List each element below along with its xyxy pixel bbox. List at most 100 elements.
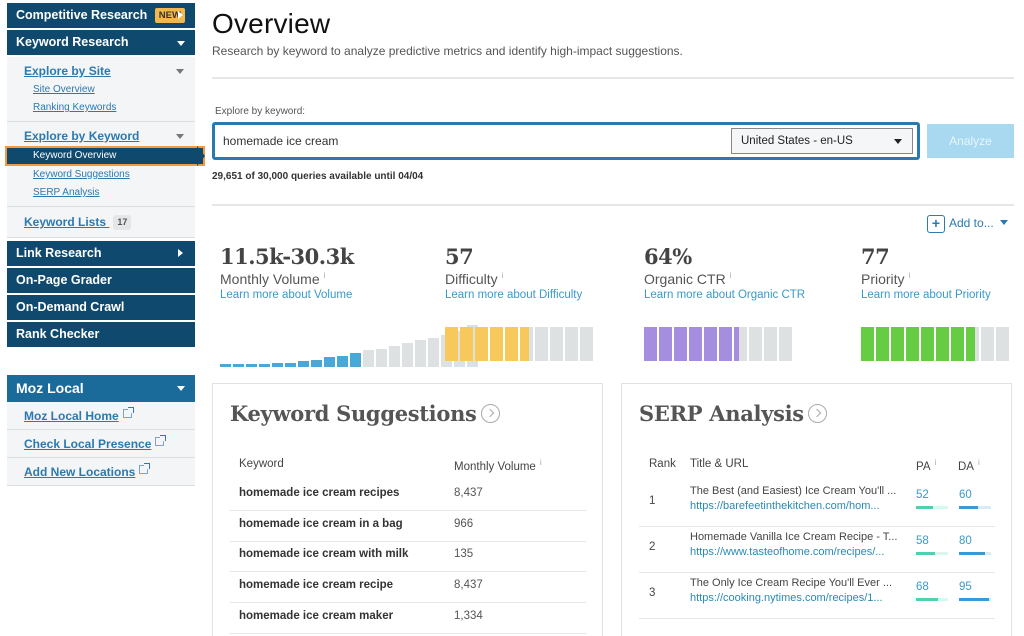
external-link-icon <box>155 435 167 446</box>
score-segment-fill <box>921 327 934 361</box>
keyword-cell[interactable]: homemade ice cream recipe <box>239 579 394 592</box>
add-new-locations-link[interactable]: Add New Locations <box>24 465 136 479</box>
explore-by-site-link[interactable]: Explore by Site <box>7 61 195 81</box>
volume-history-bar <box>402 343 413 367</box>
keyword-suggestions-title[interactable]: Keyword Suggestions <box>230 401 500 426</box>
volume-history-bar <box>220 364 231 367</box>
priority-score-bar <box>861 327 1009 361</box>
nav-on-page-grader[interactable]: On-Page Grader <box>7 268 195 293</box>
table-row[interactable]: homemade ice cream maker 1,334 <box>230 603 586 634</box>
info-icon[interactable]: i <box>977 458 980 467</box>
learn-more-priority-link[interactable]: Learn more about Priority <box>861 289 991 301</box>
volume-history-bar <box>246 364 257 367</box>
check-local-presence-link[interactable]: Check Local Presence <box>24 437 152 451</box>
learn-more-difficulty-link[interactable]: Learn more about Difficulty <box>445 289 583 301</box>
nav-keyword-research-label: Keyword Research <box>16 35 129 49</box>
nav-link-research[interactable]: Link Research <box>7 241 195 266</box>
nav-on-demand-crawl[interactable]: On-Demand Crawl <box>7 295 195 320</box>
moz-local-header[interactable]: Moz Local <box>7 375 195 402</box>
score-segment <box>861 327 874 361</box>
da-bar <box>959 598 991 601</box>
volume-cell: 966 <box>454 517 474 530</box>
volume-history-bar <box>428 338 439 367</box>
serp-analysis-link[interactable]: SERP Analysis <box>33 187 100 198</box>
ranking-keywords-link[interactable]: Ranking Keywords <box>33 102 117 113</box>
score-segment-fill <box>674 327 687 361</box>
keyword-input[interactable] <box>223 132 723 150</box>
table-row[interactable]: homemade ice cream in a bag 966 <box>230 511 586 542</box>
volume-cell: 8,437 <box>454 579 483 592</box>
rank-cell: 1 <box>649 495 656 507</box>
analyze-button[interactable]: Analyze <box>927 124 1014 158</box>
nav-link-research-label: Link Research <box>16 246 102 260</box>
keyword-cell[interactable]: homemade ice cream in a bag <box>239 517 403 530</box>
volume-history-bar <box>350 353 361 367</box>
keyword-cell[interactable]: homemade ice cream maker <box>239 609 394 622</box>
moz-local-home-item: Moz Local Home <box>7 402 195 430</box>
col-keyword: Keyword <box>239 458 284 470</box>
score-segment <box>936 327 949 361</box>
metric-priority: 77 Priority i Learn more about Priority <box>861 244 1024 361</box>
score-segment <box>891 327 904 361</box>
da-bar-fill <box>959 552 985 555</box>
metric-label-text: Organic CTR <box>644 271 726 287</box>
add-to-button[interactable]: + Add to... <box>927 213 1008 233</box>
metric-value: 77 <box>861 244 890 269</box>
volume-history-bar <box>233 364 244 367</box>
keyword-overview-link[interactable]: Keyword Overview <box>5 146 205 166</box>
page-title: Overview <box>212 8 331 39</box>
learn-more-volume-link[interactable]: Learn more about Volume <box>220 289 353 301</box>
locale-select[interactable]: United States - en-US <box>731 128 913 154</box>
info-icon[interactable]: i <box>729 271 732 281</box>
moz-local-home-link[interactable]: Moz Local Home <box>24 409 119 423</box>
divider <box>212 77 1014 79</box>
table-row: 2 Homemade Vanilla Ice Cream Recipe - T..… <box>639 527 995 573</box>
metric-label: Organic CTR i <box>644 271 824 287</box>
card-title-text: Keyword Suggestions <box>230 401 477 426</box>
score-segment-fill <box>876 327 889 361</box>
rank-cell: 3 <box>649 587 656 599</box>
score-segment <box>764 327 777 361</box>
info-icon[interactable]: i <box>539 458 542 467</box>
caret-down-icon[interactable] <box>176 69 184 74</box>
info-icon[interactable]: i <box>934 458 937 467</box>
info-icon[interactable]: i <box>501 271 504 281</box>
keyword-cell[interactable]: homemade ice cream with milk <box>239 548 409 561</box>
pa-bar <box>916 598 948 601</box>
nav-keyword-research[interactable]: Keyword Research <box>7 30 195 55</box>
score-segment-fill <box>460 327 473 361</box>
check-local-presence-item: Check Local Presence <box>7 430 195 458</box>
keyword-suggestions-card: Keyword Suggestions Keyword Monthly Volu… <box>212 383 603 636</box>
score-segment <box>475 327 488 361</box>
score-segment <box>550 327 563 361</box>
result-url-link[interactable]: https://www.tasteofhome.com/recipes/... <box>690 546 885 558</box>
score-segment-fill <box>505 327 518 361</box>
table-row[interactable]: homemade ice cream recipes 8,437 <box>230 480 586 511</box>
nav-rank-checker[interactable]: Rank Checker <box>7 322 195 347</box>
serp-analysis-title[interactable]: SERP Analysis <box>639 401 827 426</box>
nav-competitive-research[interactable]: Competitive Research NEW <box>7 3 195 28</box>
site-overview-link[interactable]: Site Overview <box>33 84 95 95</box>
difficulty-score-bar <box>445 327 593 361</box>
explore-by-keyword-link[interactable]: Explore by Keyword <box>7 126 195 146</box>
result-url-link[interactable]: https://barefeetinthekitchen.com/hom... <box>690 500 880 512</box>
info-icon[interactable]: i <box>908 271 911 281</box>
volume-history-bar <box>285 363 296 367</box>
da-value: 80 <box>959 535 972 547</box>
keyword-lists-link[interactable]: Keyword Lists 17 <box>7 212 195 232</box>
result-url-link[interactable]: https://cooking.nytimes.com/recipes/1... <box>690 592 883 604</box>
score-segment-fill <box>644 327 657 361</box>
table-row[interactable]: homemade ice cream with milk 135 <box>230 541 586 573</box>
keyword-cell[interactable]: homemade ice cream recipes <box>239 487 400 499</box>
score-segment <box>689 327 702 361</box>
chevron-right-circle-icon[interactable] <box>807 404 827 423</box>
metric-organic-ctr: 64% Organic CTR i Learn more about Organi… <box>644 244 824 361</box>
metric-value: 64% <box>644 244 692 269</box>
table-row[interactable]: homemade ice cream recipe 8,437 <box>230 572 586 604</box>
keyword-field-label: Explore by keyword: <box>215 106 306 117</box>
caret-down-icon[interactable] <box>176 134 184 139</box>
chevron-right-circle-icon[interactable] <box>480 404 500 423</box>
learn-more-ctr-link[interactable]: Learn more about Organic CTR <box>644 289 806 301</box>
info-icon[interactable]: i <box>323 271 326 281</box>
keyword-suggestions-link[interactable]: Keyword Suggestions <box>33 169 130 180</box>
